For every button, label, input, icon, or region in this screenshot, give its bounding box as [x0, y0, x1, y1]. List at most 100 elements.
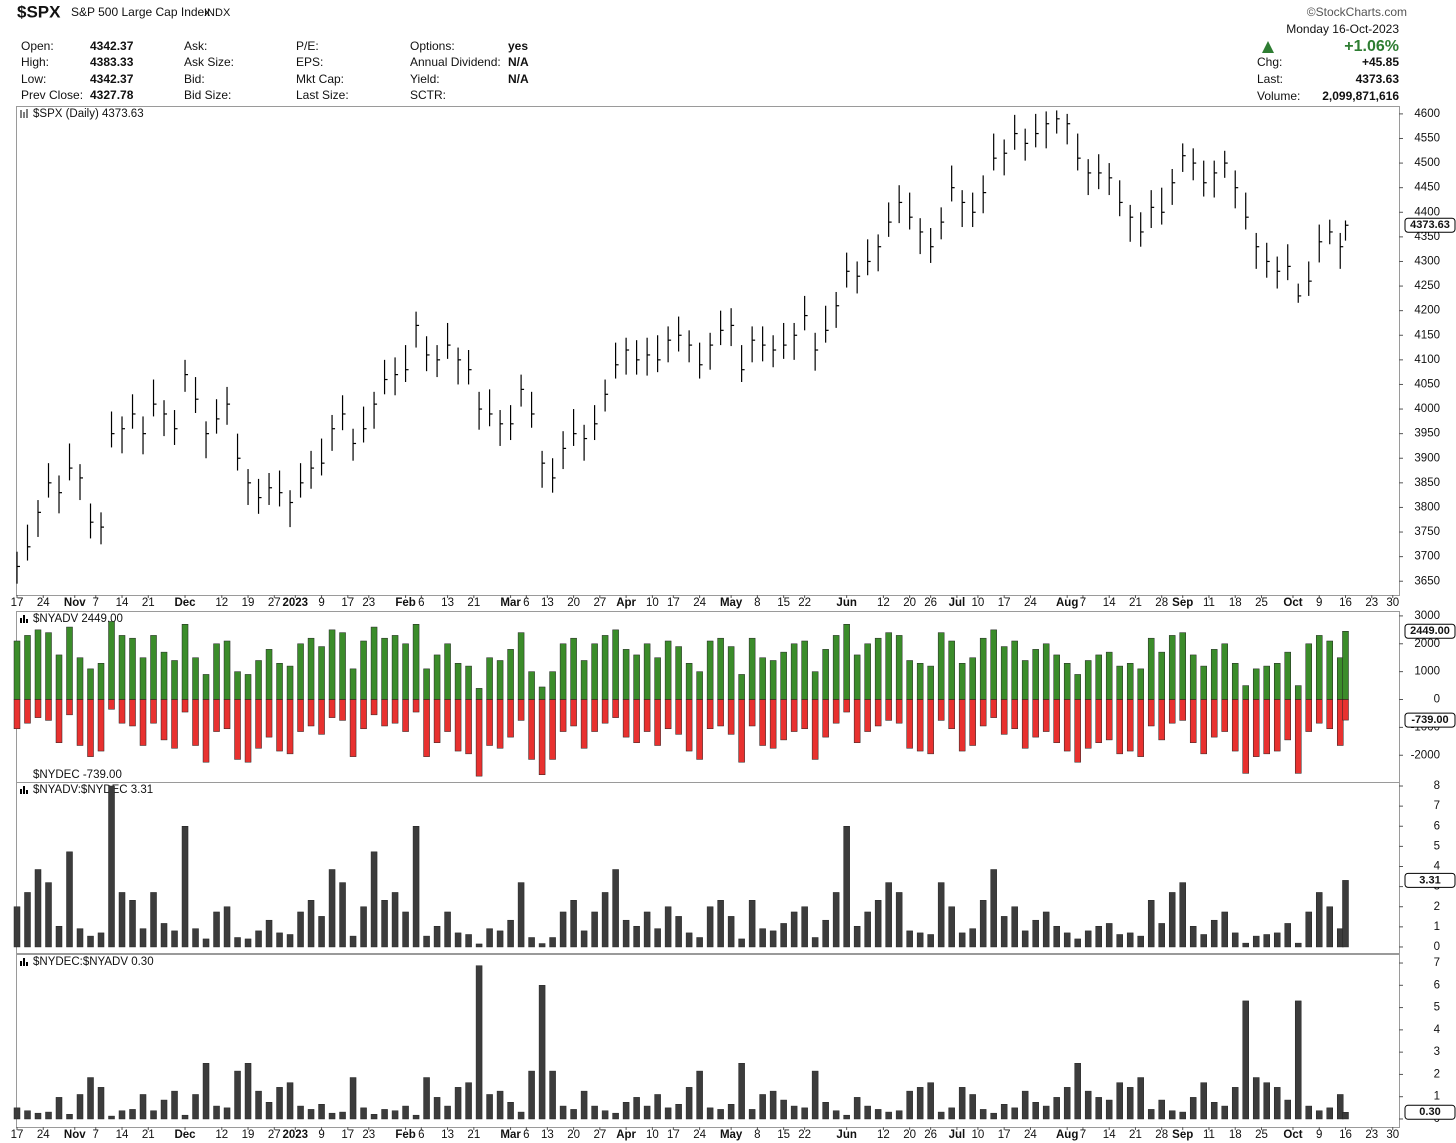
bar	[1263, 1082, 1270, 1120]
x-tick-label: 9	[318, 1129, 324, 1141]
bar	[1116, 699, 1123, 755]
x-tick-label: 6	[523, 597, 529, 609]
bar	[601, 1110, 609, 1120]
bar	[906, 1090, 913, 1120]
bar	[643, 699, 651, 732]
x-tick-label: 17	[11, 1129, 24, 1141]
bar	[244, 938, 252, 948]
field-value: N/A	[508, 55, 529, 69]
bar	[675, 646, 682, 700]
y-tick-label: 4150	[1414, 329, 1440, 341]
bar	[213, 911, 220, 948]
bar	[265, 649, 273, 700]
bar	[328, 869, 336, 948]
bar	[24, 699, 31, 724]
bar	[528, 937, 535, 948]
bar	[717, 1109, 724, 1120]
bar	[696, 699, 703, 760]
bar	[1242, 699, 1249, 774]
bar	[759, 1094, 766, 1120]
bar	[486, 699, 493, 746]
bar	[76, 1094, 84, 1120]
bar	[1305, 643, 1312, 700]
field-label: SCTR:	[410, 88, 446, 102]
y-tick-label: 4	[1434, 861, 1441, 873]
bar	[213, 699, 220, 732]
symbol: $SPX	[17, 2, 61, 21]
y-tick-label: 4600	[1414, 108, 1440, 120]
bar	[150, 1110, 157, 1120]
bar	[580, 1090, 588, 1120]
bar	[979, 900, 987, 948]
bar	[990, 1112, 997, 1120]
bar	[559, 643, 567, 700]
bar	[801, 699, 808, 730]
bar	[801, 1107, 808, 1120]
field-value: 4342.37	[90, 39, 134, 53]
bar	[307, 1109, 315, 1120]
bar	[24, 635, 31, 700]
x-tick-label: 27	[593, 597, 606, 609]
x-tick-label: 24	[1024, 597, 1037, 609]
bar	[790, 1105, 798, 1120]
bar	[801, 640, 808, 700]
bar	[45, 882, 52, 948]
field-label: Last Size:	[296, 88, 349, 102]
bar	[1221, 643, 1228, 700]
x-tick-label: 21	[467, 597, 480, 609]
bar	[1210, 699, 1218, 738]
bar	[559, 911, 567, 948]
x-tick-label: 22	[798, 597, 811, 609]
bar	[1189, 699, 1197, 743]
bar	[286, 699, 294, 755]
x-tick-label: 22	[798, 1129, 811, 1141]
x-tick-label: 9	[1316, 1129, 1322, 1141]
bar	[486, 1094, 493, 1120]
bar	[150, 635, 157, 700]
bar	[1042, 911, 1050, 948]
bar	[349, 668, 357, 700]
x-tick-label: Oct	[1283, 597, 1302, 609]
last-value-label-box	[1404, 1104, 1456, 1120]
bar	[601, 699, 609, 724]
bar	[1116, 934, 1123, 948]
bar	[402, 1105, 409, 1120]
x-tick-label: 23	[1365, 1129, 1378, 1141]
bar	[160, 923, 168, 948]
bar	[454, 663, 462, 700]
bar	[780, 923, 787, 948]
bar	[192, 928, 199, 948]
bar	[150, 699, 157, 724]
x-tick-label: 24	[1024, 1129, 1037, 1141]
bar	[633, 925, 640, 948]
summary-value: 4373.63	[1356, 72, 1400, 86]
bar	[108, 1115, 115, 1120]
bar	[1294, 685, 1302, 700]
bar	[633, 699, 640, 743]
bar	[13, 699, 21, 730]
bar	[727, 1104, 735, 1120]
panel-icon	[20, 615, 28, 623]
bar	[129, 699, 136, 727]
bar	[129, 637, 136, 700]
x-tick-label: 10	[646, 1129, 659, 1141]
bar	[738, 699, 745, 763]
bar	[1147, 699, 1155, 727]
bar	[276, 663, 283, 700]
bar	[685, 663, 693, 700]
bar	[906, 699, 913, 749]
bar	[1063, 699, 1071, 752]
bar	[874, 699, 882, 727]
bar	[297, 911, 304, 948]
bar	[654, 928, 661, 948]
x-tick-label: 12	[215, 1129, 228, 1141]
bar	[171, 930, 178, 948]
bar	[318, 1104, 325, 1120]
x-tick-label: 2023	[283, 597, 309, 609]
up-arrow	[1262, 41, 1274, 53]
bar	[580, 930, 588, 948]
panel-icon	[20, 786, 28, 794]
bar	[276, 932, 283, 948]
x-tick-label: 15	[777, 1129, 790, 1141]
bar	[192, 657, 199, 700]
